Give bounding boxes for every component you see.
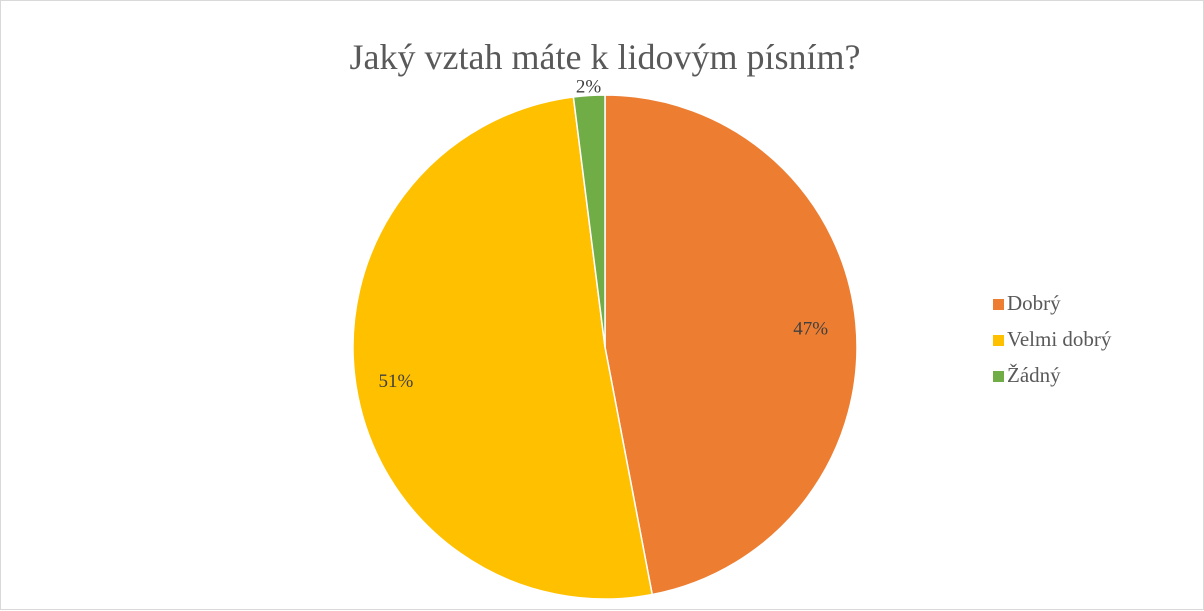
pie-slice-velmi-dobrý [352, 96, 654, 600]
pie-slice-žádný [572, 94, 606, 348]
legend-swatch-žádný [993, 371, 1004, 382]
data-label-dobrý: 47% [793, 319, 828, 340]
data-label-žádný: 2% [576, 76, 602, 97]
legend-label-dobrý: Dobrý [1007, 291, 1061, 315]
data-label-velmi-dobrý: 51% [379, 371, 414, 392]
pie-slice-dobrý [604, 94, 858, 596]
legend: Dobrý Velmi dobrý Žádný [993, 291, 1112, 387]
pie-slices [352, 94, 858, 600]
legend-swatch-velmi-dobrý [993, 335, 1004, 346]
legend-label-velmi-dobrý: Velmi dobrý [1007, 327, 1112, 351]
chart-title: Jaký vztah máte k lidovým písním? [350, 37, 861, 77]
legend-swatch-dobrý [993, 299, 1004, 310]
legend-label-žádný: Žádný [1007, 363, 1061, 387]
pie-data-labels: 47% 51% 2% [379, 76, 829, 392]
